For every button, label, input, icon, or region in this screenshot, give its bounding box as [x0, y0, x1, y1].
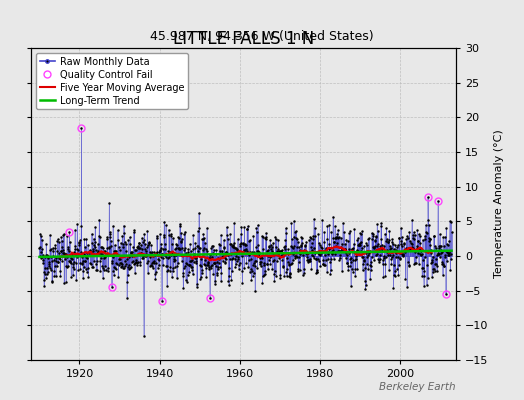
Text: 45.987 N, 94.356 W (United States): 45.987 N, 94.356 W (United States): [150, 30, 374, 43]
Y-axis label: Temperature Anomaly (°C): Temperature Anomaly (°C): [494, 130, 504, 278]
Legend: Raw Monthly Data, Quality Control Fail, Five Year Moving Average, Long-Term Tren: Raw Monthly Data, Quality Control Fail, …: [36, 53, 188, 109]
Text: Berkeley Earth: Berkeley Earth: [379, 382, 456, 392]
Title: LITTLE FALLS 1 N: LITTLE FALLS 1 N: [173, 30, 314, 48]
